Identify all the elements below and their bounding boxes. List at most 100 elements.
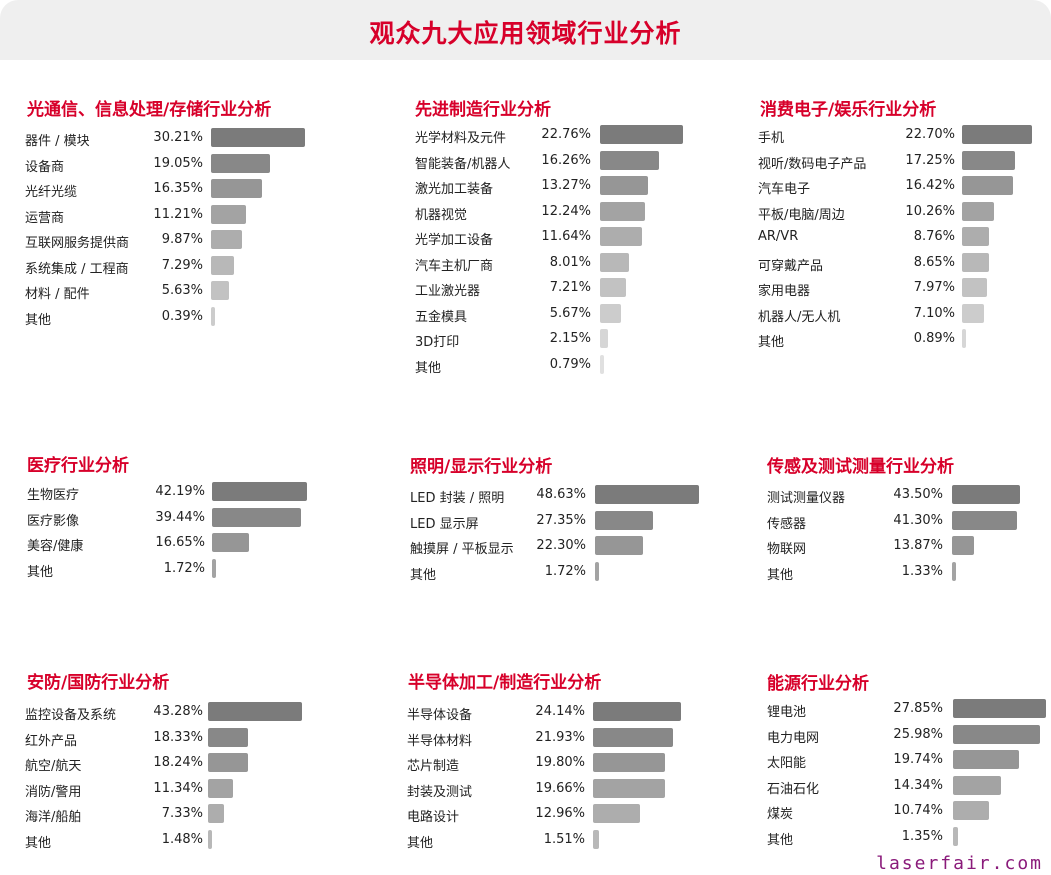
category-label: 家用电器 (758, 284, 811, 299)
bar (962, 150, 1016, 170)
chart-title: 消费电子/娱乐行业分析 (760, 100, 937, 120)
data-label: 7.97% (913, 280, 955, 295)
bar (595, 485, 699, 504)
bar (208, 702, 302, 721)
category-label: 传感器 (767, 516, 807, 532)
category-label: 医疗影像 (27, 513, 80, 529)
bar (208, 727, 248, 747)
category-label: 其他 (767, 567, 794, 583)
bar (593, 727, 673, 747)
category-label: LED 显示屏 (410, 516, 479, 532)
data-label: 2.15% (549, 331, 591, 346)
category-label: 手机 (758, 131, 785, 146)
data-label: 7.10% (913, 305, 955, 321)
category-label: 其他 (758, 335, 785, 350)
bar (962, 329, 966, 348)
bar (595, 561, 599, 581)
category-label: 智能装备/机器人 (415, 156, 511, 172)
bar (211, 255, 234, 275)
category-label: 光纤光缆 (25, 185, 78, 200)
data-label: 0.39% (161, 308, 203, 324)
bar (600, 176, 649, 195)
bar (600, 227, 643, 246)
category-label: 芯片制造 (407, 759, 460, 774)
chart-title: 安防/国防行业分析 (27, 673, 170, 693)
data-label: 41.30% (893, 512, 943, 528)
category-label: 工业激光器 (415, 284, 481, 299)
data-label: 16.35% (153, 181, 203, 196)
data-label: 13.87% (893, 538, 943, 553)
bar (595, 536, 643, 555)
bar (953, 699, 1046, 718)
bar (212, 533, 250, 552)
bar (962, 125, 1032, 144)
category-label: 系统集成 / 工程商 (25, 261, 129, 277)
data-label: 8.65% (913, 254, 955, 270)
category-label: 消防/警用 (25, 784, 82, 800)
chart-title: 先进制造行业分析 (415, 100, 551, 120)
category-label: 测试测量仪器 (767, 491, 846, 506)
bar (953, 724, 1040, 744)
bar (211, 306, 215, 326)
category-label: LED 封装 / 照明 (410, 491, 505, 506)
data-label: 17.25% (905, 152, 955, 168)
bar (953, 750, 1019, 769)
data-label: 43.28% (153, 704, 203, 719)
data-label: 43.50% (893, 487, 943, 502)
bar (600, 150, 660, 170)
data-label: 12.96% (535, 806, 585, 821)
data-label: 18.33% (153, 729, 203, 745)
bar (212, 482, 307, 501)
page-title: 观众九大应用领域行业分析 (369, 19, 682, 48)
data-label: 19.66% (535, 780, 585, 796)
bar (208, 804, 224, 823)
bar (211, 281, 229, 300)
data-label: 8.76% (913, 229, 955, 244)
category-label: 半导体设备 (407, 708, 473, 723)
bar (600, 201, 645, 221)
category-label: 美容/健康 (27, 539, 84, 554)
chart-title: 光通信、信息处理/存储行业分析 (27, 100, 272, 120)
data-label: 7.21% (549, 280, 591, 295)
data-label: 27.35% (536, 512, 586, 528)
data-label: 16.65% (155, 535, 205, 550)
data-label: 13.27% (541, 178, 591, 193)
category-label: 其他 (410, 567, 437, 583)
data-label: 12.24% (541, 203, 591, 219)
data-label: 7.29% (161, 257, 203, 273)
bar (211, 179, 262, 198)
category-label: 光学加工设备 (415, 233, 494, 248)
data-label: 27.85% (893, 701, 943, 716)
data-label: 16.26% (541, 152, 591, 168)
data-label: 8.01% (549, 254, 591, 270)
category-label: 红外产品 (25, 733, 78, 749)
category-label: 机器人/无人机 (758, 309, 841, 325)
data-label: 1.35% (901, 828, 943, 844)
category-label: 封装及测试 (407, 784, 473, 800)
data-label: 1.72% (544, 563, 586, 579)
bar (211, 230, 242, 249)
header-band: 观众九大应用领域行业分析 (0, 0, 1051, 60)
data-label: 48.63% (536, 487, 586, 502)
bar (600, 252, 630, 272)
data-label: 5.67% (549, 305, 591, 321)
category-label: 其他 (415, 360, 442, 376)
bar (211, 153, 271, 173)
category-label: 监控设备及系统 (25, 708, 117, 723)
category-label: 运营商 (25, 210, 65, 226)
bar (208, 829, 212, 849)
data-label: 9.87% (161, 232, 203, 247)
bar (212, 507, 301, 527)
category-label: 锂电池 (767, 705, 807, 720)
category-label: 汽车电子 (758, 182, 811, 197)
data-label: 19.74% (893, 752, 943, 767)
bar (962, 176, 1013, 195)
bar (593, 829, 599, 849)
bar (953, 801, 989, 820)
category-label: 半导体材料 (407, 733, 473, 749)
data-label: 1.72% (163, 560, 205, 576)
bar (600, 329, 608, 348)
category-label: 五金模具 (415, 309, 468, 325)
bar (952, 485, 1020, 504)
category-label: 可穿戴产品 (758, 258, 824, 274)
